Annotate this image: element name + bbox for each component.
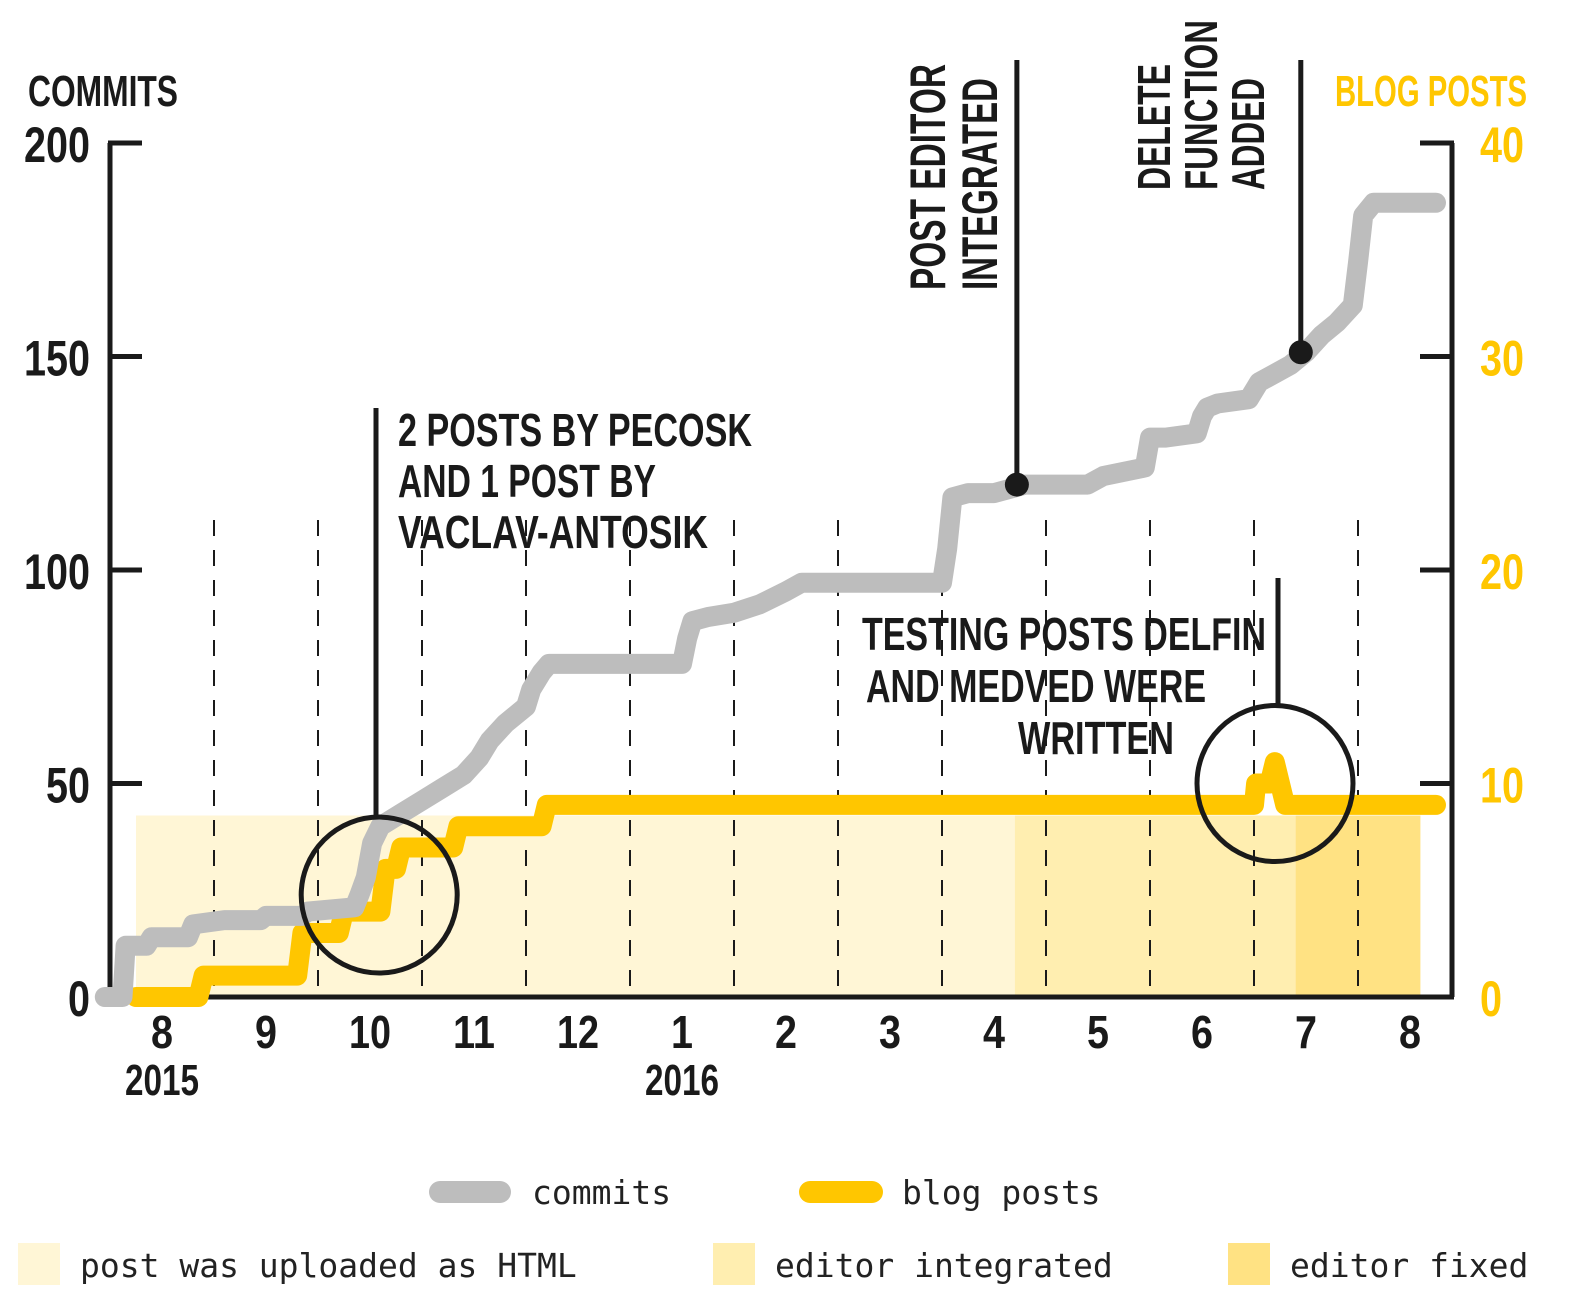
left-axis-tick-label: 0 bbox=[68, 971, 90, 1027]
annotation-circle bbox=[298, 814, 460, 976]
x-axis-tick-label: 3 bbox=[879, 1006, 901, 1058]
legend-label: post was uploaded as HTML bbox=[80, 1246, 577, 1285]
x-axis-tick-label: 8 bbox=[151, 1006, 173, 1058]
annotation-text-line: 2 POSTS BY PECOSK bbox=[398, 404, 752, 456]
annotation-label-line: POST EDITOR bbox=[900, 64, 956, 290]
shaded-region-2 bbox=[1014, 815, 1296, 997]
x-axis-year-label: 2016 bbox=[645, 1056, 719, 1105]
annotation-text-line: VACLAV-ANTOSIK bbox=[398, 506, 708, 558]
annotation-circle bbox=[1194, 703, 1356, 864]
left-axis-tick-label: 50 bbox=[46, 758, 90, 814]
right-axis-tick-label: 20 bbox=[1480, 544, 1524, 600]
x-axis-tick-label: 11 bbox=[453, 1006, 495, 1058]
annotation-text-line: TESTING POSTS DELFIN bbox=[862, 608, 1266, 660]
left-axis-tick-label: 150 bbox=[24, 331, 90, 387]
series-line-commits bbox=[94, 192, 1446, 1007]
legend-area-swatch bbox=[18, 1243, 60, 1285]
annotation-text-line: WRITTEN bbox=[1018, 712, 1174, 764]
x-axis-tick-label: 12 bbox=[557, 1006, 599, 1058]
x-axis-tick-label: 9 bbox=[255, 1006, 277, 1058]
annotation-label-line: INTEGRATED bbox=[952, 78, 1008, 290]
x-axis-tick-label: 6 bbox=[1191, 1006, 1213, 1058]
x-axis-tick-label: 5 bbox=[1087, 1006, 1109, 1058]
legend-area-swatch bbox=[1228, 1243, 1270, 1285]
shaded-region-3 bbox=[1295, 815, 1421, 997]
right-axis-tick-label: 30 bbox=[1480, 331, 1524, 387]
left-axis-tick-label: 100 bbox=[24, 544, 90, 600]
legend-label: editor fixed bbox=[1290, 1246, 1528, 1285]
x-axis-tick-label: 1 bbox=[671, 1006, 693, 1058]
legend-area-swatch bbox=[713, 1243, 755, 1285]
legend-label: blog posts bbox=[902, 1173, 1101, 1212]
x-axis-tick-label: 4 bbox=[983, 1006, 1005, 1058]
annotation-marker bbox=[1288, 340, 1313, 365]
x-axis-tick-label: 7 bbox=[1295, 1006, 1317, 1058]
annotation-text-line: AND 1 POST BY bbox=[398, 455, 656, 507]
right-axis-tick-label: 0 bbox=[1480, 971, 1502, 1027]
x-axis-tick-label: 8 bbox=[1399, 1006, 1421, 1058]
x-axis-year-label: 2015 bbox=[125, 1056, 199, 1105]
right-axis-tick-label: 10 bbox=[1480, 758, 1524, 814]
right-axis-title: BLOG POSTS bbox=[1335, 67, 1527, 116]
annotation-label-line: ADDED bbox=[1222, 78, 1274, 190]
annotation-label-line: DELETE bbox=[1128, 64, 1180, 190]
x-axis-tick-label: 10 bbox=[349, 1006, 391, 1058]
annotation-text-line: AND MEDVED WERE bbox=[866, 660, 1206, 712]
right-axis-tick-label: 40 bbox=[1480, 117, 1524, 173]
annotation-label-line: FUNCTION bbox=[1175, 20, 1227, 190]
annotation-marker bbox=[1004, 472, 1029, 497]
legend-label: editor integrated bbox=[775, 1246, 1113, 1285]
legend-label: commits bbox=[532, 1173, 671, 1212]
legend: commits blog posts post was uploaded as HT… bbox=[18, 1173, 1528, 1285]
x-axis-tick-label: 2 bbox=[775, 1006, 797, 1058]
left-axis-tick-label: 200 bbox=[24, 117, 90, 173]
left-axis-title: COMMITS bbox=[28, 67, 178, 116]
series-line-blog-posts bbox=[126, 752, 1446, 1007]
data-series bbox=[94, 192, 1446, 1007]
